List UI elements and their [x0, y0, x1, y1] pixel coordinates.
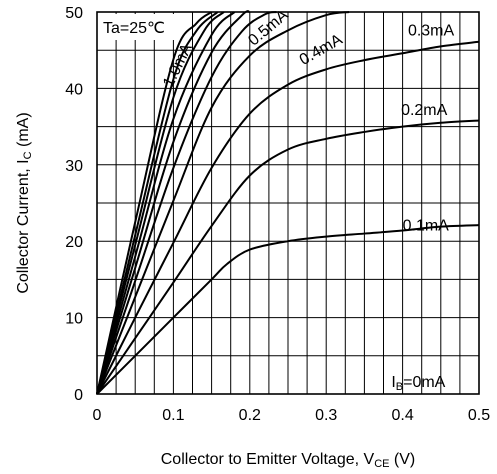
y-tick-label: 40	[65, 81, 83, 98]
curve-ib-0-5mA	[96, 11, 277, 395]
ib-zero-label: IB=0mA	[391, 374, 445, 393]
x-tick-label: 0.5	[468, 407, 490, 424]
ib-label-rest: =0mA	[403, 374, 446, 391]
y-axis-title-sub: C	[22, 151, 34, 159]
y-tick-label: 50	[65, 5, 83, 22]
curve-label-0-1mA: 0.1mA	[403, 218, 450, 235]
curve-ib-0-4mA	[96, 11, 350, 395]
plot-frame	[96, 11, 480, 395]
x-axis-title-unit: (V)	[389, 451, 415, 468]
grid-lines	[97, 12, 479, 394]
ib-label-sub: B	[396, 381, 403, 393]
x-axis-title: Collector to Emitter Voltage, VCE (V)	[161, 451, 416, 470]
x-tick-label: 0.2	[239, 407, 261, 424]
y-tick-label: 10	[65, 311, 83, 328]
curve-ib-0-3mA	[96, 40, 480, 395]
x-axis-title-main: Collector to Emitter Voltage, V	[161, 451, 375, 468]
ta-annotation-box: Ta=25℃	[99, 14, 179, 40]
x-axis-title-sub: CE	[374, 458, 389, 470]
curve-ib-1-0mA	[96, 11, 213, 395]
y-tick-label: 30	[65, 158, 83, 175]
x-tick-label: 0.4	[391, 407, 413, 424]
curve-ib-0-6mA	[96, 10, 251, 395]
ib-label-main: I	[391, 374, 395, 391]
y-axis-title-unit: (mA)	[15, 112, 32, 151]
x-tick-label: 0	[93, 407, 102, 424]
curve-ib-0-7mA	[96, 11, 236, 395]
tick-labels: 0 0.1 0.2 0.3 0.4 0.5 0 10 20 30 40 50	[65, 5, 490, 424]
y-axis-title: Collector Current, IC (mA)	[15, 112, 34, 293]
curve-label-0-3mA: 0.3mA	[408, 23, 455, 40]
y-axis-title-main: Collector Current, I	[15, 159, 32, 293]
curve-ib-0-2mA	[96, 119, 480, 395]
y-tick-label: 20	[65, 234, 83, 251]
curve-ib-0-8mA	[96, 11, 225, 395]
curve-ib-0-1mA	[96, 224, 480, 395]
curves-group	[96, 10, 480, 395]
curve-label-0-2mA: 0.2mA	[401, 102, 448, 119]
x-tick-label: 0.1	[162, 407, 184, 424]
x-tick-label: 0.3	[315, 407, 337, 424]
curve-ib-0-9mA	[96, 11, 219, 395]
y-tick-label: 0	[74, 387, 83, 404]
ta-annotation-text: Ta=25℃	[103, 20, 165, 37]
